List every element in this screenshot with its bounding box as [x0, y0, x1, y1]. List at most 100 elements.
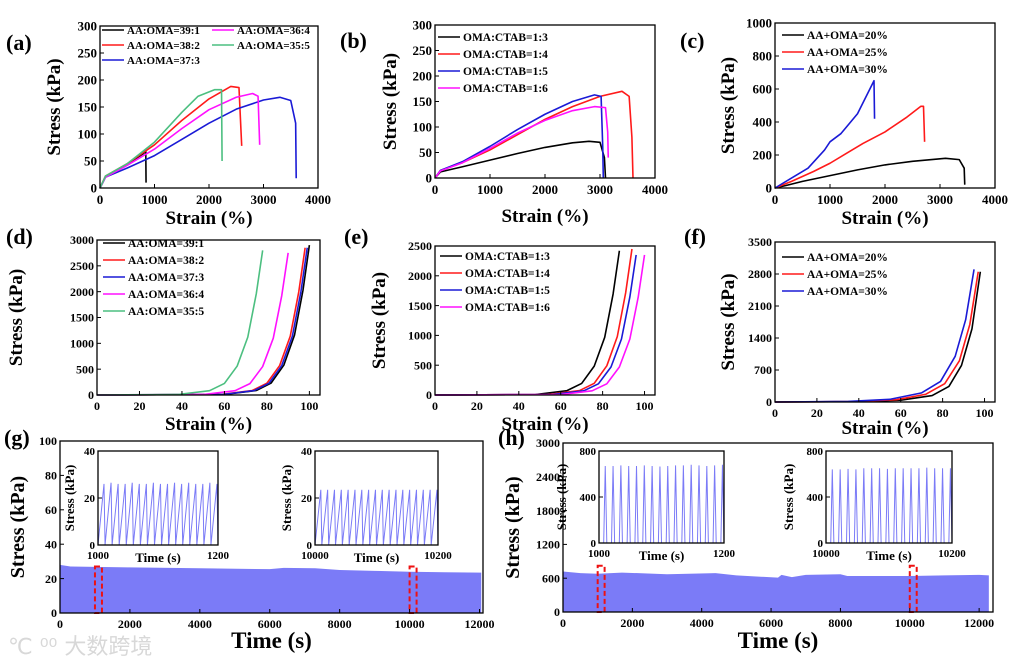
panel-label: (d)	[6, 224, 33, 249]
x-tick-label: 0	[97, 192, 104, 207]
x-tick-label: 40	[853, 406, 865, 420]
y-tick-label: 3500	[748, 235, 772, 249]
y-tick-label: 400	[807, 492, 824, 504]
legend-label: AA+OMA=30%	[807, 64, 888, 76]
y-tick-label: 400	[580, 492, 597, 504]
y-tick-label: 0	[554, 605, 560, 619]
panel-label: (b)	[340, 28, 367, 53]
legend-label: AA+OMA=25%	[807, 47, 888, 59]
legend-label: AA+OMA=25%	[807, 269, 888, 281]
y-tick-label: 1500	[70, 311, 94, 325]
y-axis-label: Stress (kPa)	[279, 465, 294, 532]
legend-label: AA:OMA=38:2	[127, 40, 200, 52]
series-line-4	[99, 88, 223, 189]
y-tick-label: 150	[413, 94, 433, 109]
legend-label: AA+OMA=20%	[807, 30, 888, 42]
cycle-line	[97, 482, 219, 546]
chart-h_inset2: 10000 10200 0 400 800 Time (s) Stress (kPa)	[781, 446, 966, 563]
y-tick-label: 400	[753, 115, 773, 130]
x-axis-label: Time (s)	[135, 550, 181, 565]
y-tick-label: 80	[45, 469, 57, 483]
legend-label: OMA:CTAB=1:5	[465, 285, 550, 297]
x-tick-label: 40	[513, 399, 525, 413]
y-tick-label: 800	[580, 446, 597, 458]
chart-f: 0 20 40 60 80 100 0 700 1400 2100 2800 3500 Strain (…	[684, 224, 996, 439]
y-tick-label: 50	[419, 145, 432, 160]
x-tick-label: 0	[57, 617, 63, 631]
axes-frame	[562, 442, 994, 613]
y-tick-label: 20	[45, 572, 57, 586]
x-axis-label: Time (s)	[738, 628, 819, 653]
x-tick-label: 10000	[895, 616, 925, 630]
legend-label: AA:OMA=36:4	[237, 25, 310, 37]
legend-label: OMA:CTAB=1:3	[463, 32, 548, 44]
y-tick-label: 800	[807, 446, 824, 458]
chart-c: 0 1000 2000 3000 400002004006008001000Strain…	[680, 16, 1008, 229]
series-line-2	[99, 96, 297, 189]
x-tick-label: 20	[811, 406, 823, 420]
x-tick-label: 4000	[305, 192, 331, 207]
x-tick-label: 1000	[477, 182, 503, 197]
x-tick-label: 4000	[642, 182, 668, 197]
axes-frame	[774, 241, 996, 403]
y-tick-label: 1000	[70, 337, 94, 351]
series-area	[60, 564, 482, 613]
x-tick-label: 0	[560, 616, 566, 630]
x-tick-label: 10200	[424, 550, 452, 562]
y-tick-label: 2800	[748, 267, 772, 281]
y-tick-label: 0	[818, 538, 824, 550]
x-tick-label: 3000	[927, 192, 953, 207]
y-tick-label: 0	[90, 540, 96, 552]
x-tick-label: 1000	[142, 192, 168, 207]
series-line-4	[96, 250, 264, 396]
y-axis-label: Stress (kPa)	[554, 464, 569, 531]
x-tick-label: 80	[597, 399, 609, 413]
legend-label: AA:OMA=37:3	[128, 272, 204, 284]
y-tick-label: 100	[39, 434, 57, 448]
x-tick-label: 1000	[817, 192, 843, 207]
y-tick-label: 0	[766, 181, 773, 196]
legend-label: OMA:CTAB=1:6	[463, 83, 548, 95]
x-tick-label: 6000	[258, 617, 282, 631]
axes-frame	[434, 24, 656, 179]
y-tick-label: 500	[76, 362, 94, 376]
y-tick-label: 300	[78, 19, 98, 34]
y-axis-label: Stress (kPa)	[781, 464, 796, 531]
legend-label: AA:OMA=38:2	[128, 255, 204, 267]
x-tick-label: 0	[772, 192, 779, 207]
y-tick-label: 700	[754, 363, 772, 377]
x-tick-label: 2000	[532, 182, 558, 197]
y-tick-label: 1800	[536, 504, 560, 518]
panel-label: (a)	[6, 30, 32, 55]
y-axis-label: Stress (kPa)	[718, 57, 739, 154]
y-tick-label: 40	[301, 446, 313, 458]
legend-label: AA+OMA=20%	[807, 252, 888, 264]
x-axis-label: Strain (%)	[501, 206, 588, 227]
chart-a: 0 1000 2000 3000 4000 0 50 100 150 200 250 300 Strai…	[6, 19, 331, 229]
x-axis-label: Time (s)	[231, 628, 312, 653]
y-axis-label: Stress (kPa)	[44, 58, 65, 155]
x-tick-label: 0	[94, 399, 100, 413]
x-tick-label: 6000	[759, 616, 783, 630]
x-tick-label: 1200	[207, 550, 230, 562]
x-axis-label: Strain (%)	[501, 414, 588, 435]
y-tick-label: 100	[413, 120, 433, 135]
series-line-2	[774, 269, 975, 403]
y-tick-label: 2000	[408, 269, 432, 283]
x-tick-label: 0	[432, 399, 438, 413]
y-tick-label: 500	[414, 358, 432, 372]
legend-label: AA:OMA=37:3	[127, 55, 200, 67]
plot-background	[98, 451, 218, 545]
y-tick-label: 600	[542, 571, 560, 585]
y-tick-label: 2100	[748, 299, 772, 313]
legend-label: AA+OMA=30%	[807, 286, 888, 298]
series-line-3	[434, 254, 646, 396]
panel-label: (e)	[344, 224, 368, 249]
y-tick-label: 150	[78, 100, 98, 115]
y-tick-label: 40	[45, 537, 57, 551]
x-tick-label: 10200	[938, 548, 966, 560]
y-tick-label: 250	[78, 46, 98, 61]
series-line-2	[434, 94, 605, 179]
y-tick-label: 1200	[536, 538, 560, 552]
